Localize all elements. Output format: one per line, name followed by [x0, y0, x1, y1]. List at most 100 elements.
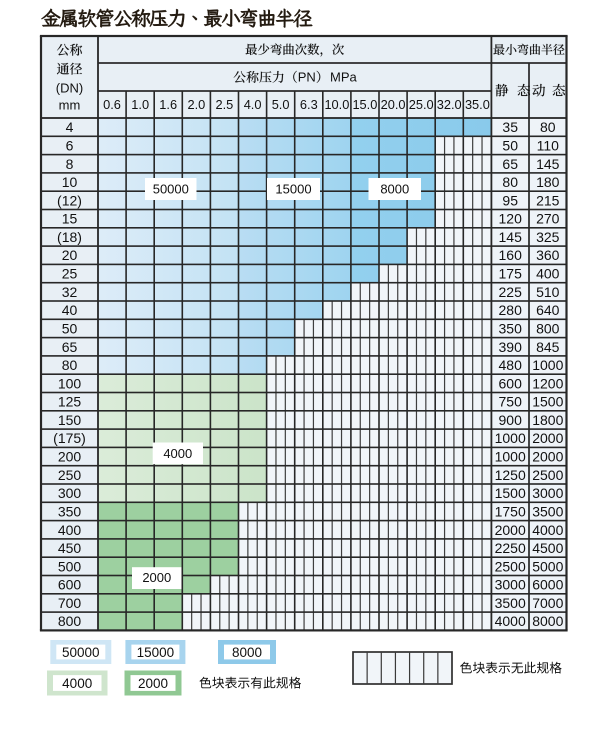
- svg-text:390: 390: [499, 339, 523, 355]
- svg-text:80: 80: [540, 119, 556, 135]
- svg-text:40: 40: [62, 302, 78, 318]
- svg-text:1750: 1750: [495, 504, 526, 520]
- svg-text:15000: 15000: [275, 182, 311, 197]
- svg-text:360: 360: [536, 247, 560, 263]
- svg-text:65: 65: [502, 156, 518, 172]
- svg-text:1800: 1800: [532, 412, 563, 428]
- svg-text:350: 350: [499, 321, 523, 337]
- svg-text:4: 4: [66, 119, 74, 135]
- svg-text:2000: 2000: [532, 449, 563, 465]
- svg-text:1250: 1250: [495, 467, 526, 483]
- svg-text:3500: 3500: [495, 595, 526, 611]
- svg-text:180: 180: [536, 174, 560, 190]
- svg-text:750: 750: [499, 394, 523, 410]
- svg-text:3000: 3000: [495, 577, 526, 593]
- svg-text:5000: 5000: [532, 558, 563, 574]
- svg-text:6.3: 6.3: [300, 97, 318, 112]
- svg-text:65: 65: [62, 339, 78, 355]
- svg-text:(18): (18): [57, 229, 82, 245]
- svg-text:800: 800: [58, 613, 82, 629]
- svg-text:3500: 3500: [532, 504, 563, 520]
- svg-text:4000: 4000: [62, 676, 92, 691]
- svg-text:3000: 3000: [532, 485, 563, 501]
- svg-text:2500: 2500: [532, 467, 563, 483]
- svg-text:4000: 4000: [163, 446, 192, 461]
- svg-text:(12): (12): [57, 192, 82, 208]
- svg-text:2250: 2250: [495, 540, 526, 556]
- svg-text:325: 325: [536, 229, 560, 245]
- svg-text:95: 95: [502, 192, 518, 208]
- svg-text:8000: 8000: [232, 645, 262, 660]
- svg-text:700: 700: [58, 595, 82, 611]
- svg-text:20: 20: [62, 247, 78, 263]
- svg-text:400: 400: [536, 266, 560, 282]
- svg-text:280: 280: [499, 302, 523, 318]
- svg-text:500: 500: [58, 558, 82, 574]
- svg-text:2000: 2000: [495, 522, 526, 538]
- svg-text:15.0: 15.0: [352, 97, 377, 112]
- svg-text:8000: 8000: [380, 181, 409, 196]
- svg-text:6: 6: [66, 137, 74, 153]
- svg-text:20.0: 20.0: [381, 97, 406, 112]
- svg-text:35.0: 35.0: [465, 97, 490, 112]
- svg-text:4.0: 4.0: [244, 97, 262, 112]
- svg-text:2500: 2500: [495, 558, 526, 574]
- svg-text:1.6: 1.6: [159, 97, 177, 112]
- svg-text:1000: 1000: [532, 357, 563, 373]
- svg-text:200: 200: [58, 449, 82, 465]
- svg-text:6000: 6000: [532, 577, 563, 593]
- svg-text:4500: 4500: [532, 540, 563, 556]
- svg-text:300: 300: [58, 485, 82, 501]
- svg-text:25.0: 25.0: [409, 97, 434, 112]
- svg-text:145: 145: [536, 156, 560, 172]
- svg-text:50000: 50000: [153, 182, 189, 197]
- svg-text:110: 110: [537, 137, 560, 153]
- svg-text:900: 900: [499, 412, 523, 428]
- svg-text:125: 125: [58, 394, 82, 410]
- svg-text:100: 100: [58, 375, 82, 391]
- svg-text:2000: 2000: [138, 676, 168, 691]
- svg-text:160: 160: [499, 247, 523, 263]
- svg-text:250: 250: [58, 467, 82, 483]
- svg-text:80: 80: [62, 357, 78, 373]
- svg-text:PN: PN: [298, 69, 316, 84]
- svg-text:mm: mm: [59, 98, 81, 113]
- svg-text:25: 25: [62, 266, 78, 282]
- svg-text:145: 145: [499, 229, 523, 245]
- svg-text:50: 50: [62, 321, 78, 337]
- svg-text:15000: 15000: [137, 645, 175, 660]
- svg-text:32: 32: [62, 284, 78, 300]
- svg-text:1500: 1500: [495, 485, 526, 501]
- svg-text:2.5: 2.5: [216, 97, 234, 112]
- svg-text:MPa: MPa: [330, 69, 358, 84]
- svg-text:(DN): (DN): [56, 80, 83, 95]
- svg-text:0.6: 0.6: [103, 97, 121, 112]
- svg-text:1.0: 1.0: [131, 97, 149, 112]
- svg-text:50: 50: [502, 137, 518, 153]
- svg-text:270: 270: [536, 211, 560, 227]
- svg-text:1500: 1500: [532, 394, 563, 410]
- svg-text:150: 150: [58, 412, 82, 428]
- svg-text:10.0: 10.0: [324, 97, 349, 112]
- svg-text:510: 510: [536, 284, 560, 300]
- svg-text:(175): (175): [53, 430, 86, 446]
- svg-text:32.0: 32.0: [437, 97, 462, 112]
- svg-text:2.0: 2.0: [188, 97, 206, 112]
- svg-text:5.0: 5.0: [272, 97, 290, 112]
- svg-text:2000: 2000: [142, 570, 171, 585]
- svg-text:600: 600: [58, 577, 82, 593]
- svg-text:640: 640: [536, 302, 560, 318]
- svg-text:2000: 2000: [532, 430, 563, 446]
- svg-text:120: 120: [499, 211, 523, 227]
- svg-text:600: 600: [499, 375, 523, 391]
- svg-text:400: 400: [58, 522, 82, 538]
- svg-text:225: 225: [499, 284, 523, 300]
- svg-text:50000: 50000: [62, 645, 100, 660]
- svg-text:10: 10: [62, 174, 78, 190]
- svg-text:215: 215: [536, 192, 560, 208]
- svg-text:8: 8: [66, 156, 74, 172]
- svg-text:1000: 1000: [495, 449, 526, 465]
- svg-text:480: 480: [499, 357, 523, 373]
- svg-text:845: 845: [536, 339, 560, 355]
- svg-text:175: 175: [499, 266, 523, 282]
